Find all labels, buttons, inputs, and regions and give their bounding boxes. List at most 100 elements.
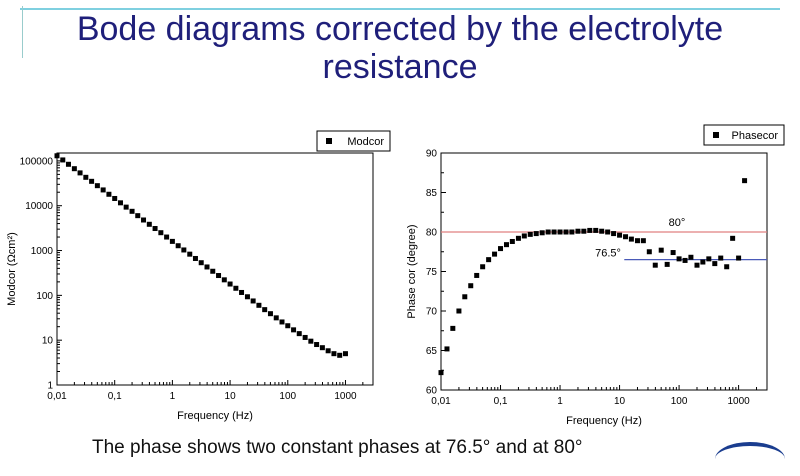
data-point <box>527 231 533 237</box>
x-tick-label: 0,1 <box>494 396 508 407</box>
data-point <box>444 346 450 352</box>
data-point <box>623 234 629 240</box>
y-tick-label: 75 <box>426 267 438 278</box>
data-point <box>279 319 285 325</box>
data-point <box>77 170 83 176</box>
data-point <box>89 178 95 184</box>
legend-label: Phasecor <box>732 130 779 142</box>
slide-title-line-2: resistance <box>322 48 478 86</box>
x-tick-label: 1 <box>557 396 563 407</box>
data-point <box>256 302 262 308</box>
data-point <box>456 308 462 314</box>
data-point <box>676 256 682 262</box>
data-point <box>486 257 492 263</box>
data-point <box>106 191 112 197</box>
legend-box-mod <box>316 130 391 152</box>
slide-title-line-1: Bode diagrams corrected by the electroly… <box>76 10 724 48</box>
data-point <box>262 307 268 313</box>
logo-arc-icon <box>715 442 785 476</box>
data-point <box>682 257 688 263</box>
data-point <box>587 227 593 233</box>
x-tick-label: 0,1 <box>108 391 122 402</box>
data-point <box>135 213 141 219</box>
y-tick-label: 100000 <box>20 156 54 167</box>
data-point <box>515 235 521 241</box>
data-point <box>670 250 676 256</box>
data-point <box>700 259 706 265</box>
data-point <box>611 231 617 237</box>
data-point <box>71 166 77 172</box>
data-point <box>563 229 569 235</box>
data-point <box>250 298 256 304</box>
data-point <box>227 281 233 287</box>
data-point <box>273 315 279 321</box>
data-point <box>688 254 694 260</box>
data-point <box>314 342 320 348</box>
data-point <box>331 351 337 357</box>
data-point <box>308 338 314 344</box>
y-tick-label: 10000 <box>25 201 53 212</box>
x-tick-label: 10 <box>614 396 626 407</box>
data-point <box>664 261 670 267</box>
data-point <box>192 255 198 261</box>
data-point <box>503 242 509 248</box>
data-point <box>509 238 515 244</box>
data-point <box>267 311 273 317</box>
data-point <box>342 351 348 357</box>
data-point <box>100 187 106 193</box>
y-tick-label: 85 <box>426 188 438 199</box>
x-tick-label: 1000 <box>727 396 750 407</box>
data-point <box>658 247 664 253</box>
data-point <box>599 228 605 234</box>
y-tick-label: 70 <box>426 307 438 318</box>
data-point <box>54 153 60 159</box>
data-point <box>593 227 599 233</box>
x-axis-label: Frequency (Hz) <box>177 410 253 422</box>
data-point <box>628 236 634 242</box>
data-point <box>239 289 245 295</box>
x-tick-label: 100 <box>671 396 688 407</box>
legend-box-phase <box>703 124 785 146</box>
data-point <box>285 323 291 329</box>
data-point <box>718 255 724 261</box>
data-point <box>291 327 297 333</box>
data-point <box>706 256 712 262</box>
x-tick-label: 10 <box>225 391 237 402</box>
data-point <box>617 232 623 238</box>
data-point <box>712 261 718 267</box>
data-point <box>640 238 646 244</box>
data-point <box>539 230 545 236</box>
data-point <box>736 255 742 261</box>
data-point <box>569 229 575 235</box>
data-point <box>187 251 193 257</box>
data-point <box>605 229 611 235</box>
x-tick-label: 0,01 <box>431 396 451 407</box>
y-tick-label: 100 <box>36 291 53 302</box>
y-tick-label: 80 <box>426 228 438 239</box>
data-point <box>296 331 302 337</box>
y-tick-label: 10 <box>42 336 54 347</box>
data-point <box>551 229 557 235</box>
data-point <box>244 294 250 300</box>
data-point <box>474 272 480 278</box>
data-point <box>450 325 456 331</box>
data-point <box>152 226 158 232</box>
data-point <box>181 247 187 253</box>
data-point <box>724 264 730 270</box>
x-tick-label: 1000 <box>334 391 357 402</box>
data-point <box>164 234 170 240</box>
data-point <box>646 249 652 255</box>
data-point <box>204 264 210 270</box>
data-point <box>221 277 227 283</box>
data-point <box>117 200 123 206</box>
data-point <box>302 334 308 340</box>
legend-marker-mod <box>326 138 332 144</box>
data-point <box>60 157 66 163</box>
bode-charts: 0,01 0,1 1 10 100 1000 1 10 100 1000 10000 100000 Fr… <box>6 124 785 427</box>
y-tick-label: 60 <box>426 386 438 397</box>
data-point <box>730 235 736 241</box>
data-point <box>575 228 581 234</box>
reference-label: 80° <box>669 217 686 229</box>
data-point <box>141 217 147 223</box>
data-point <box>158 230 164 236</box>
